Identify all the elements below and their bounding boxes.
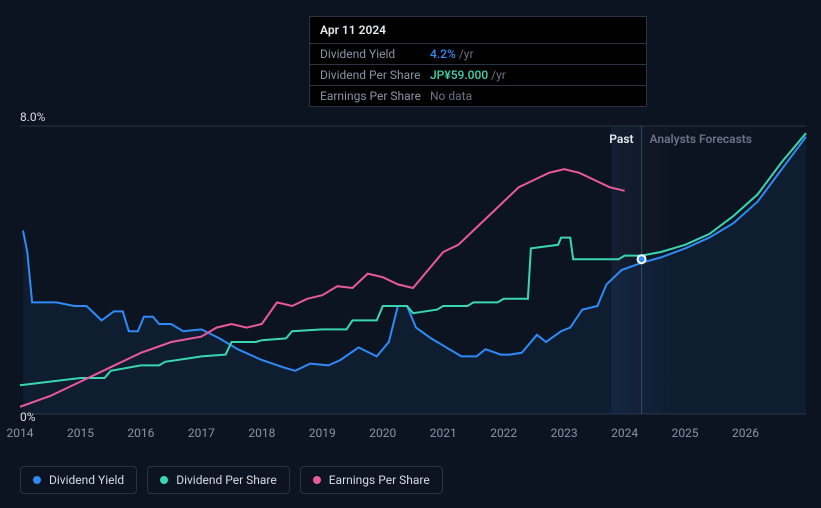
chart-tooltip: Apr 11 2024 Dividend Yield4.2% /yrDivide… <box>309 16 647 107</box>
x-tick-label: 2017 <box>188 426 215 440</box>
tooltip-rows: Dividend Yield4.2% /yrDividend Per Share… <box>310 44 646 106</box>
legend-item[interactable]: Dividend Yield <box>20 466 137 494</box>
y-tick-label: 8.0% <box>20 110 45 124</box>
legend-item[interactable]: Earnings Per Share <box>300 466 443 494</box>
x-tick-label: 2015 <box>67 426 94 440</box>
x-tick-label: 2025 <box>672 426 699 440</box>
tooltip-row-value: JP¥59.000 <box>430 68 488 82</box>
legend-item[interactable]: Dividend Per Share <box>147 466 290 494</box>
legend-dot-icon <box>313 476 321 484</box>
chart-svg <box>20 126 806 414</box>
legend-dot-icon <box>160 476 168 484</box>
chart-plot[interactable]: Past Analysts Forecasts <box>20 126 806 414</box>
chart-legend: Dividend Yield Dividend Per Share Earnings… <box>20 466 443 494</box>
x-tick-label: 2016 <box>127 426 154 440</box>
tooltip-row: Dividend Yield4.2% /yr <box>310 44 646 65</box>
x-tick-label: 2021 <box>430 426 457 440</box>
tooltip-row-label: Dividend Yield <box>320 47 430 61</box>
tooltip-row-value: 4.2% <box>430 47 456 61</box>
tooltip-row: Earnings Per ShareNo data <box>310 86 646 106</box>
tooltip-row-label: Earnings Per Share <box>320 89 430 103</box>
tooltip-row-label: Dividend Per Share <box>320 68 430 82</box>
legend-dot-icon <box>33 476 41 484</box>
legend-label: Dividend Yield <box>49 473 124 487</box>
chart-container: Apr 11 2024 Dividend Yield4.2% /yrDivide… <box>0 0 821 508</box>
x-tick-label: 2022 <box>490 426 517 440</box>
region-label-forecast: Analysts Forecasts <box>650 132 752 146</box>
x-tick-label: 2018 <box>248 426 275 440</box>
x-tick-label: 2020 <box>369 426 396 440</box>
x-tick-label: 2026 <box>732 426 759 440</box>
x-tick-label: 2019 <box>309 426 336 440</box>
legend-label: Earnings Per Share <box>329 473 430 487</box>
region-label-past: Past <box>609 132 633 146</box>
tooltip-row-nodata: No data <box>430 89 472 103</box>
y-tick-label: 0% <box>20 410 36 424</box>
x-tick-label: 2014 <box>7 426 34 440</box>
tooltip-row: Dividend Per ShareJP¥59.000 /yr <box>310 65 646 86</box>
tooltip-row-unit: /yr <box>459 47 474 61</box>
tooltip-date: Apr 11 2024 <box>310 17 646 44</box>
x-tick-label: 2023 <box>551 426 578 440</box>
tooltip-row-unit: /yr <box>491 68 506 82</box>
legend-label: Dividend Per Share <box>176 473 277 487</box>
x-tick-label: 2024 <box>611 426 638 440</box>
